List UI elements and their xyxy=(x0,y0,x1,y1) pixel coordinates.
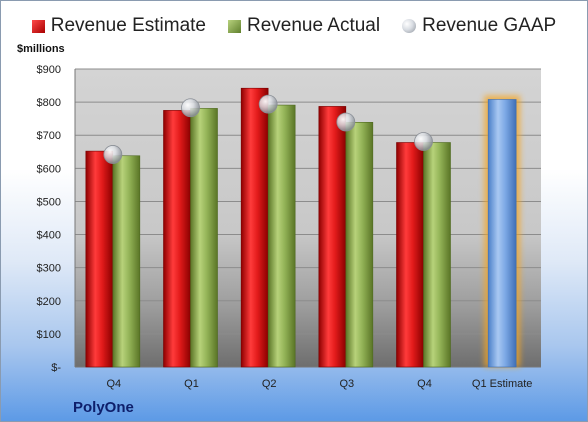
y-tick-label: $600 xyxy=(37,163,61,175)
bar-estimate xyxy=(85,150,114,368)
gaap-marker xyxy=(103,145,123,164)
legend-item-gaap: Revenue GAAP xyxy=(402,15,556,37)
y-tick-label: $800 xyxy=(37,97,61,109)
legend-label-estimate: Revenue Estimate xyxy=(50,15,206,36)
x-tick-label: Q1 Estimate xyxy=(472,378,533,390)
y-tick-label: $200 xyxy=(37,296,61,308)
legend: Revenue Estimate Revenue Actual Revenue … xyxy=(1,15,587,37)
legend-swatch-estimate xyxy=(31,19,45,33)
bar-actual xyxy=(190,108,218,368)
bar-actual xyxy=(267,104,296,368)
x-tick-label: Q1 xyxy=(184,378,199,390)
gaap-marker xyxy=(258,94,278,114)
gridlines xyxy=(74,68,541,368)
bar-actual xyxy=(345,122,374,368)
x-tick-label: Q4 xyxy=(106,378,121,390)
legend-label-gaap: Revenue GAAP xyxy=(422,15,557,36)
bar-estimate xyxy=(318,106,347,368)
y-axis-unit-label: $millions xyxy=(17,43,65,55)
y-tick-label: $500 xyxy=(37,196,61,208)
bar-estimate xyxy=(240,87,269,368)
y-tick-label: $- xyxy=(51,362,61,374)
bar-estimate xyxy=(396,142,424,368)
bar-estimate xyxy=(163,110,191,368)
plot-area xyxy=(75,69,541,367)
legend-swatch-actual xyxy=(228,19,241,33)
bar-actual xyxy=(423,142,451,368)
x-axis-ticks: Q4 Q1 Q2 Q3 Q4 Q1 Estimate xyxy=(106,378,532,390)
y-axis-ticks: $- $100 $200 $300 $400 $500 $600 $700 $800 $900 xyxy=(37,64,62,374)
bar-actual xyxy=(112,155,141,368)
bars xyxy=(85,87,521,368)
x-tick-label: Q2 xyxy=(262,378,277,390)
legend-marker-gaap xyxy=(402,19,417,33)
bar-forecast xyxy=(487,99,517,368)
y-tick-label: $900 xyxy=(37,64,61,76)
gaap-marker xyxy=(336,112,356,132)
x-tick-label: Q3 xyxy=(339,378,354,390)
gaap-marker xyxy=(181,98,200,118)
y-tick-label: $300 xyxy=(37,263,61,275)
y-tick-label: $100 xyxy=(37,329,61,341)
y-tick-label: $700 xyxy=(37,130,61,142)
y-tick-label: $400 xyxy=(37,230,61,242)
gaap-markers xyxy=(103,94,433,164)
x-tick-label: Q4 xyxy=(417,378,432,390)
legend-item-estimate: Revenue Estimate xyxy=(31,15,206,37)
legend-label-actual: Revenue Actual xyxy=(247,15,381,36)
gaap-marker xyxy=(414,132,433,151)
company-name: PolyOne xyxy=(73,399,134,416)
legend-item-actual: Revenue Actual xyxy=(228,15,380,37)
